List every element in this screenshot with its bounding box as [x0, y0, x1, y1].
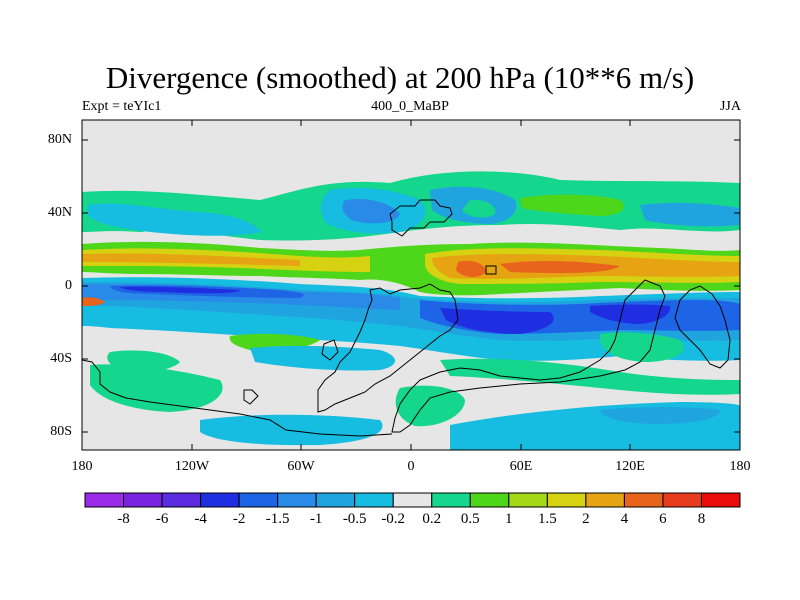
equatorial-convergence-africa-peak — [440, 308, 554, 334]
antarctica-outline — [82, 359, 393, 437]
lon-label-120w: 120W — [174, 459, 210, 474]
small-island-outline — [243, 389, 259, 405]
colorbar-tick-label: 8 — [697, 511, 706, 527]
colorbar-box — [392, 492, 433, 508]
period-label: 400_0_MaBP — [371, 99, 449, 114]
south-divergence-atlantic — [395, 385, 465, 427]
colorbar-box — [84, 492, 125, 508]
equatorial-convergence-west-peak — [120, 286, 240, 294]
south-divergence-southwest — [90, 364, 223, 412]
colorbar-box — [469, 492, 510, 508]
colorbar-tick-label: 1 — [505, 511, 513, 527]
north-divergence-europe-spot — [462, 199, 496, 218]
south-convergence-pacific — [250, 345, 395, 371]
north-convergence-west — [88, 203, 262, 236]
tropical-divergence-india-peak — [500, 260, 620, 274]
colorbar-box — [546, 492, 587, 508]
west-edge-divergence-peak — [82, 297, 105, 306]
lat-label-40n: 40N — [47, 205, 72, 220]
colorbar-tick-label: -4 — [194, 511, 207, 527]
colorbar-tick-label: 4 — [620, 511, 629, 527]
east-block-outline — [674, 285, 731, 369]
colorbar-box — [623, 492, 664, 508]
equatorial-convergence-asia-peak — [590, 304, 671, 324]
gondwana-west-outline — [317, 283, 459, 413]
lat-label-40s: 40S — [50, 351, 72, 366]
tropical-divergence-west-core — [82, 253, 300, 266]
colorbar-box — [508, 492, 548, 508]
lat-label-80n: 80N — [47, 132, 72, 147]
colorbar-tick-label: 0.2 — [422, 511, 442, 527]
colorbar-box — [200, 492, 240, 508]
axis-ticks — [82, 120, 740, 450]
colorbar-box — [238, 492, 279, 508]
colorbar-tick-label: -1.5 — [265, 511, 290, 527]
experiment-label: Expt = teYIc1 — [82, 99, 162, 114]
colorbar-box — [277, 492, 317, 508]
colorbar-tick-label: -8 — [117, 511, 130, 527]
gondwana-east-outline — [391, 279, 666, 433]
lat-label-80s: 80S — [50, 424, 72, 439]
colorbar-tick-label: -0.2 — [381, 511, 406, 527]
colorbar-tick-label: 0.5 — [460, 511, 480, 527]
north-convergence-pacific — [640, 202, 740, 227]
south-divergence-indian — [600, 332, 684, 362]
map-field — [82, 120, 740, 450]
map-title: Divergence (smoothed) at 200 hPa (10**6 … — [105, 60, 695, 95]
colorbar-box — [123, 492, 163, 508]
lat-label-equator: 0 — [65, 278, 72, 293]
colorbar-tick-label: -1 — [309, 511, 323, 527]
continent-outlines — [82, 199, 731, 437]
lon-label-0: 0 — [407, 459, 415, 474]
colorbar — [84, 492, 741, 508]
colorbar-box — [700, 492, 741, 508]
colorbar-box — [585, 492, 625, 508]
colorbar-box — [662, 492, 702, 508]
lon-label-60w: 60W — [287, 459, 315, 474]
antarctic-convergence-west — [200, 414, 383, 446]
laurasia-outline — [389, 199, 453, 237]
colorbar-tick-label: 1.5 — [538, 511, 557, 527]
colorbar-box — [315, 492, 356, 508]
lon-label-180w: 180 — [71, 459, 93, 474]
season-label: JJA — [719, 99, 741, 114]
north-divergence-asia — [520, 194, 624, 216]
north-convergence-atlantic-core — [342, 198, 400, 224]
south-divergence-band — [440, 358, 740, 395]
island-outline — [321, 339, 339, 361]
lon-label-60e: 60E — [509, 459, 533, 474]
colorbar-tick-label: -2 — [232, 511, 246, 527]
colorbar-tick-label: -0.5 — [342, 511, 367, 527]
tethys-island-outline — [485, 265, 497, 275]
colorbar-box — [431, 492, 471, 508]
colorbar-tick-label: -6 — [155, 511, 169, 527]
colorbar-tick-label: 6 — [659, 511, 667, 527]
tropical-divergence-africa-peak — [456, 260, 486, 278]
colorbar-box — [354, 492, 394, 508]
colorbar-box — [161, 492, 202, 508]
colorbar-tick-label: 2 — [582, 511, 590, 527]
lon-label-180e: 180 — [729, 459, 751, 474]
antarctic-convergence-core — [600, 407, 720, 424]
lon-label-120e: 120E — [615, 459, 645, 474]
